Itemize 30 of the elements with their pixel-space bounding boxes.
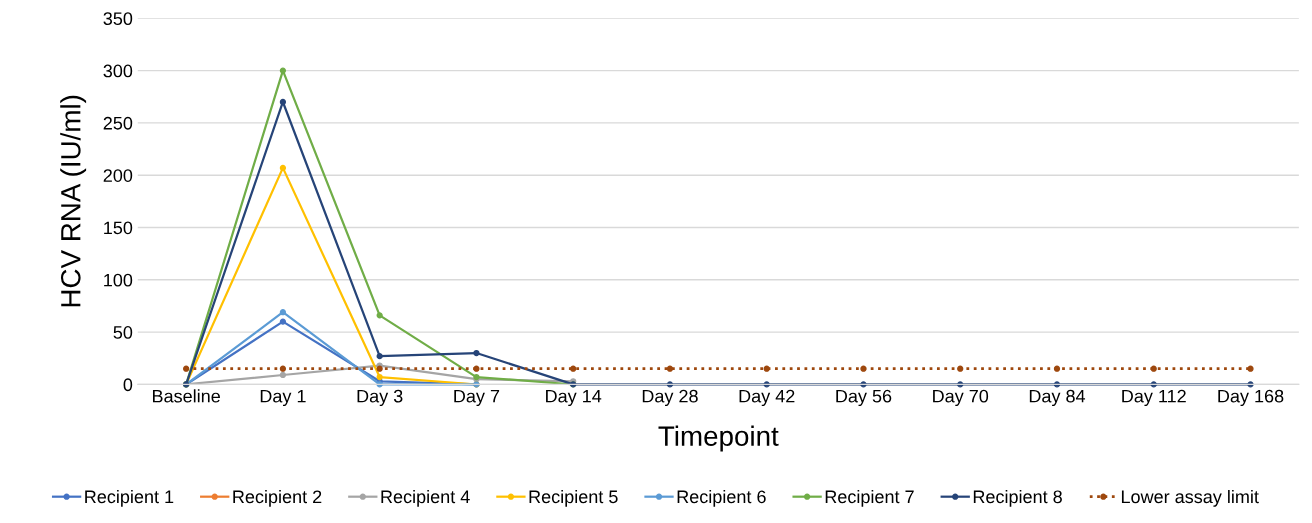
x-tick-label: Day 28: [642, 389, 698, 407]
y-tick-label: 300: [103, 64, 133, 78]
legend-label: Recipient 5: [529, 489, 618, 507]
legend-label: Recipient 1: [85, 489, 174, 507]
x-tick-label: Baseline: [152, 389, 220, 403]
y-tick-label: 50: [113, 326, 133, 339]
x-tick-label: Day 112: [1122, 389, 1186, 407]
y-tick-label: 350: [103, 12, 133, 26]
x-tick-label: Day 14: [546, 389, 602, 407]
x-tick-label: Day 168: [1218, 389, 1284, 407]
x-tick-label: Day 70: [933, 389, 989, 407]
y-tick-label: 150: [104, 221, 133, 235]
x-tick-label: Day 1: [260, 389, 306, 407]
legend-label: Recipient 2: [233, 489, 322, 507]
y-tick-label: 200: [103, 169, 133, 182]
legend-label: Recipient 4: [381, 489, 470, 507]
y-tick-label: 250: [103, 116, 133, 130]
y-axis-title: HCV RNA (IU/ml): [60, 95, 87, 307]
x-tick-label: Day 3: [357, 389, 403, 407]
x-tick-label: Day 84: [1029, 389, 1086, 407]
x-tick-label: Day 42: [739, 389, 795, 407]
legend-label: Recipient 8: [973, 489, 1062, 507]
x-tick-label: Day 7: [454, 389, 500, 407]
legend-label: Lower assay limit: [1121, 489, 1259, 507]
legend-label: Recipient 6: [677, 489, 766, 507]
x-tick-label: Day 56: [836, 389, 892, 407]
y-tick-label: 100: [104, 273, 133, 287]
legend-label: Recipient 7: [825, 489, 914, 507]
y-tick-label: 0: [123, 378, 133, 392]
x-axis-title: Timepoint: [658, 425, 779, 452]
